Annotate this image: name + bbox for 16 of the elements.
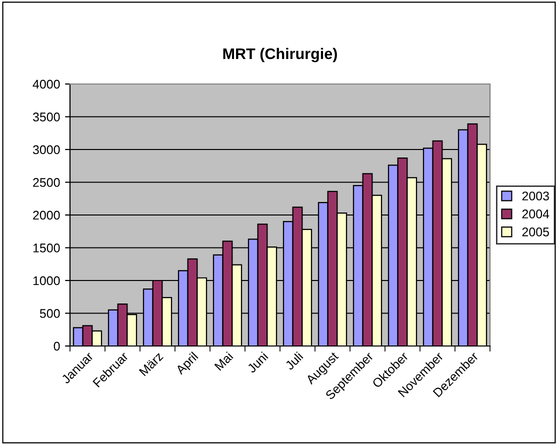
x-tick-label: Mai [214, 351, 234, 371]
legend-label: 2004 [522, 210, 550, 218]
x-tick-label: Juni [246, 351, 268, 374]
y-tick-label: 1000 [33, 276, 60, 286]
y-tick-label: 3500 [32, 112, 60, 122]
y-tick-label: 2000 [33, 210, 60, 220]
y-tick-label: 2500 [33, 178, 60, 187]
legend-label: 2005 [522, 228, 549, 236]
y-tick-label: 500 [40, 309, 60, 318]
y-tick-label: 4000 [32, 80, 60, 89]
chart-title: MRT (Chirurgie) [223, 48, 337, 62]
y-tick-label: 1500 [33, 244, 60, 252]
y-tick-label: 0 [54, 342, 60, 351]
legend-label: 2003 [522, 192, 549, 200]
y-tick-label: 3000 [32, 145, 60, 154]
x-tick-label: Juli [284, 351, 304, 370]
